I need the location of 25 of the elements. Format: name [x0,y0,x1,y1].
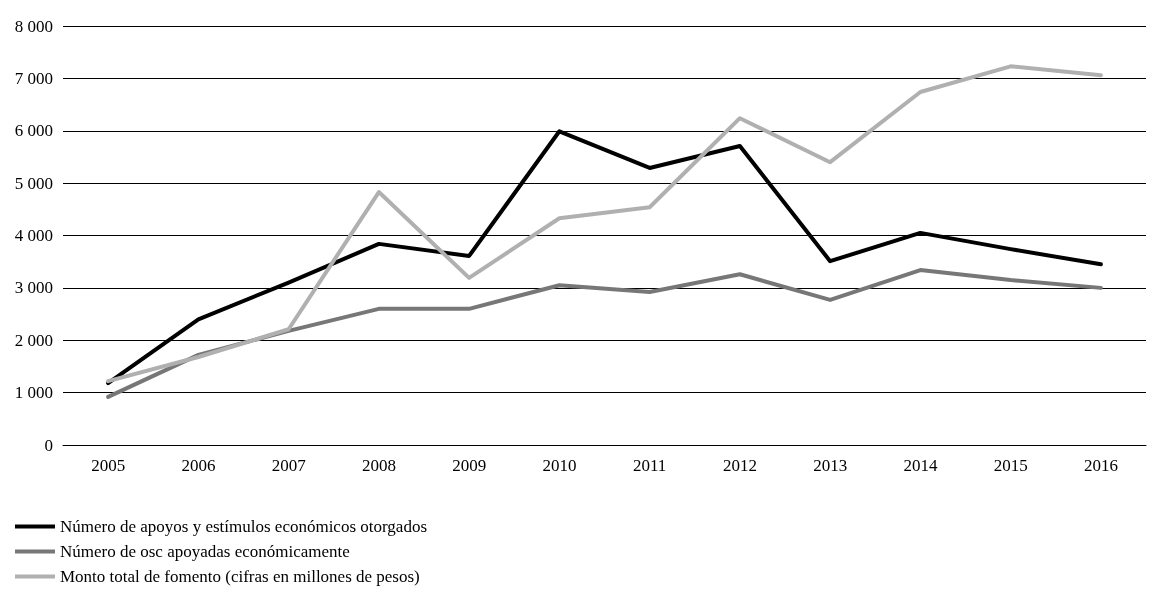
x-tick-label: 2010 [542,456,577,475]
x-tick-label: 2005 [91,456,126,475]
line-series [106,64,1103,384]
legend-label: Número de apoyos y estímulos económicos otorgados [60,517,428,536]
x-tick-label: 2008 [361,456,396,475]
y-tick-label: 6 000 [14,121,53,141]
x-tick-label: 2012 [722,456,757,475]
legend-label: Monto total de fomento (cifras en millones de pesos) [60,567,420,586]
x-tick-label: 2016 [1083,456,1118,475]
x-tick-label: 2009 [452,456,487,475]
x-tick-label: 2011 [632,456,667,475]
legend-label: Número de osc apoyadas económicamente [60,542,350,561]
x-tick-label: 2013 [813,456,848,475]
y-tick-label: 0 [44,435,53,455]
x-tick-label: 2006 [181,456,216,475]
x-tick-label: 2014 [903,456,938,475]
x-tick-label: 2007 [271,456,307,475]
y-tick-label: 2 000 [14,330,53,350]
y-tick-label: 4 000 [14,226,53,245]
y-tick-label: 1 000 [14,383,53,403]
x-tick-label: 2015 [993,456,1028,475]
y-tick-label: 8 000 [14,16,53,36]
y-tick-label: 5 000 [14,173,53,193]
y-tick-label: 3 000 [14,278,53,298]
y-tick-label: 7 000 [14,68,53,88]
